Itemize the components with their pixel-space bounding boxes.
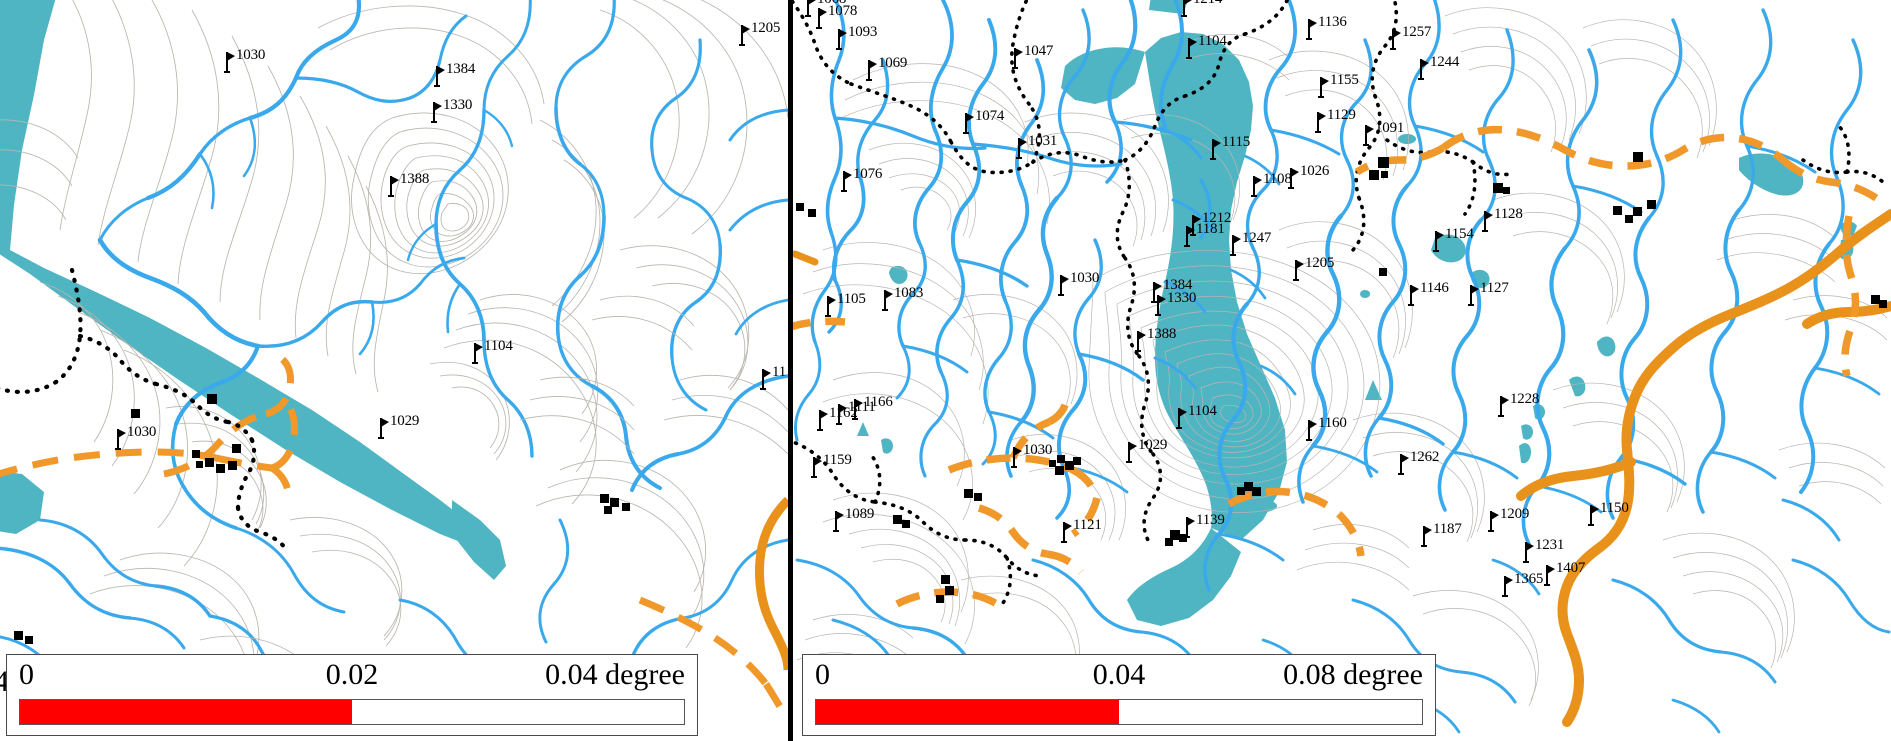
building-square (610, 498, 619, 507)
stream-network (0, 0, 788, 722)
building-square (14, 631, 23, 640)
contour-lines (796, 7, 1888, 707)
building-square (131, 409, 140, 418)
building-square (1170, 530, 1180, 540)
map-panel-right[interactable]: 1068107810931069121410471104113612571244… (793, 0, 1891, 741)
scale-tick-mid: 0.04 (1092, 658, 1146, 691)
scale-tick-mid: 0.02 (325, 658, 379, 691)
building-square (1179, 534, 1187, 542)
map-left-graphics (0, 0, 788, 741)
water-body-lake (0, 0, 506, 580)
building-square (600, 494, 609, 503)
building-square (1503, 187, 1510, 194)
building-square (936, 595, 944, 603)
building-square (1252, 487, 1261, 496)
building-square (1381, 171, 1388, 178)
building-square (622, 503, 630, 511)
building-square (941, 575, 950, 584)
scale-bar-legend-right[interactable]: 0 0.04 0.08 degree (802, 654, 1436, 736)
building-square (604, 506, 612, 514)
road-dashed-lower (638, 596, 788, 721)
map-panel-left[interactable]: 1030 1205 1384 1330 1388 1104 1029 1030 11 (0, 0, 788, 741)
building-square (902, 520, 910, 528)
road-major-solid (1516, 209, 1891, 727)
scale-bar-fill (816, 700, 1119, 724)
building-square (1379, 268, 1387, 276)
building-square (232, 444, 241, 453)
building-square (893, 515, 902, 524)
building-square (964, 489, 973, 498)
scale-bar-fill (20, 700, 352, 724)
building-square (196, 461, 203, 468)
building-square (228, 461, 237, 470)
building-square (1625, 215, 1633, 223)
building-square (216, 464, 225, 473)
building-square (1378, 157, 1389, 168)
scale-tick-max: 0.04 degree (545, 658, 685, 691)
scale-tick-min: 0 (19, 658, 34, 691)
building-square (25, 636, 33, 644)
clipped-scale-digit: 4 (0, 665, 9, 698)
map-right-graphics (793, 0, 1891, 741)
building-square (1369, 170, 1379, 180)
building-square (1165, 538, 1173, 546)
building-square (1065, 461, 1074, 470)
scale-tick-row: 0 0.02 0.04 degree (7, 655, 697, 697)
building-square (1073, 457, 1081, 465)
building-square (974, 493, 982, 501)
building-square (205, 458, 214, 467)
stream-network (794, 0, 1891, 734)
building-square (1244, 482, 1253, 491)
building-square (1613, 206, 1622, 215)
trail-dotted (0, 267, 291, 555)
building-square (1633, 207, 1642, 216)
scale-bar-track (19, 699, 685, 725)
building-square (945, 586, 954, 595)
building-square (1049, 460, 1056, 467)
scale-tick-max: 0.08 degree (1283, 658, 1423, 691)
scale-bar-track (815, 699, 1423, 725)
scale-tick-row: 0 0.04 0.08 degree (803, 655, 1435, 697)
building-square (796, 203, 804, 211)
building-square (1633, 152, 1643, 162)
building-square (1493, 183, 1503, 193)
building-square (808, 209, 816, 217)
road-major-right-edge (755, 496, 788, 671)
building-square (1057, 455, 1065, 463)
building-square (1055, 466, 1064, 475)
panel-divider (788, 0, 793, 741)
scale-bar-legend-left[interactable]: 0 0.02 0.04 degree (6, 654, 698, 736)
building-square (192, 450, 200, 458)
building-square (1871, 295, 1880, 304)
scale-tick-min: 0 (815, 658, 830, 691)
building-square (207, 394, 217, 404)
building-square (1647, 200, 1656, 209)
road-dashed-secondary (0, 352, 298, 503)
building-square (1237, 487, 1245, 495)
building-square (1879, 300, 1887, 308)
